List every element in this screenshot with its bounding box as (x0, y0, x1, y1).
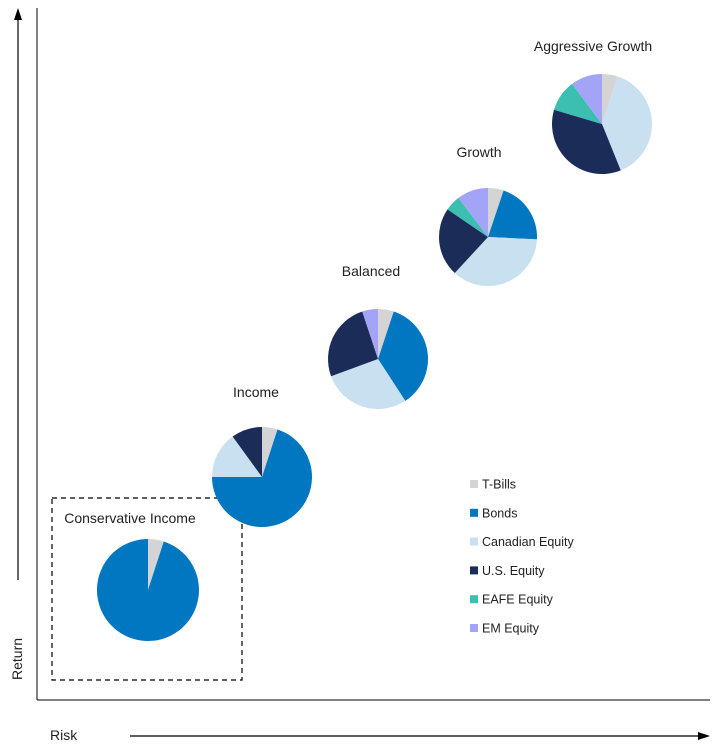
pie-group: Conservative Income Income Balanced Growth A… (64, 38, 652, 641)
pie-slice-balanced-em-equity (362, 309, 378, 359)
pie-slice-aggressive-growth-u-s-equity (552, 109, 621, 175)
legend-label-em-equity: EM Equity (482, 622, 540, 636)
pie-slice-income-canadian-equity (212, 436, 262, 477)
risk-arrow-head (698, 732, 710, 740)
legend-swatch-eafe-equity (470, 595, 478, 604)
x-axis-label: Risk (50, 727, 78, 743)
legend-label-bonds: Bonds (482, 506, 517, 520)
legend-swatch-bonds (470, 508, 478, 517)
pie-slice-income-bonds (212, 429, 312, 528)
pie-slice-income-u-s-equity (232, 427, 262, 477)
legend-label-eafe-equity: EAFE Equity (482, 593, 554, 607)
pie-slice-balanced-t-bills (378, 309, 394, 359)
pie-slice-aggressive-growth-canadian-equity (602, 76, 653, 171)
portfolio-label-balanced: Balanced (342, 263, 400, 279)
pie-slice-growth-u-s-equity (439, 209, 488, 274)
pie-slice-conservative-income-t-bills (148, 539, 164, 590)
pie-growth (439, 188, 537, 286)
pie-slice-aggressive-growth-em-equity (572, 74, 602, 124)
pie-slice-growth-canadian-equity (454, 237, 537, 286)
portfolio-label-growth: Growth (456, 144, 501, 160)
portfolio-label-aggressive-growth: Aggressive Growth (534, 38, 652, 54)
pie-slice-aggressive-growth-t-bills (602, 74, 618, 124)
pie-slice-balanced-canadian-equity (331, 359, 406, 409)
pie-slice-growth-eafe-equity (447, 197, 488, 237)
legend-swatch-u-s-equity (470, 566, 478, 575)
return-arrow-head (14, 8, 22, 20)
legend-swatch-t-bills (470, 480, 478, 488)
pie-aggressive-growth (552, 74, 653, 175)
y-axis-label: Return (9, 638, 25, 680)
pie-slice-balanced-u-s-equity (328, 311, 378, 377)
legend-swatch-em-equity (470, 624, 478, 632)
pie-slice-growth-t-bills (488, 188, 504, 237)
conservative-highlight-box (51, 497, 243, 681)
legend-label-u-s-equity: U.S. Equity (482, 564, 545, 578)
pie-slice-growth-bonds (488, 190, 537, 240)
portfolio-label-conservative-income: Conservative Income (64, 510, 196, 526)
pie-slice-conservative-income-bonds (96, 539, 199, 641)
portfolio-label-income: Income (233, 384, 279, 400)
legend-label-t-bills: T-Bills (482, 478, 516, 492)
pie-balanced (328, 309, 428, 409)
legend: T-Bills Bonds Canadian Equity U.S. Equity EA… (470, 478, 574, 636)
pie-slice-balanced-bonds (378, 311, 428, 401)
legend-label-canadian-equity: Canadian Equity (482, 535, 574, 549)
legend-swatch-canadian-equity (470, 537, 478, 546)
pie-slice-aggressive-growth-eafe-equity (554, 83, 602, 124)
pie-slice-growth-em-equity (458, 188, 488, 237)
pie-income (212, 427, 312, 528)
pie-conservative-income (96, 539, 199, 641)
pie-slice-income-t-bills (262, 427, 278, 477)
